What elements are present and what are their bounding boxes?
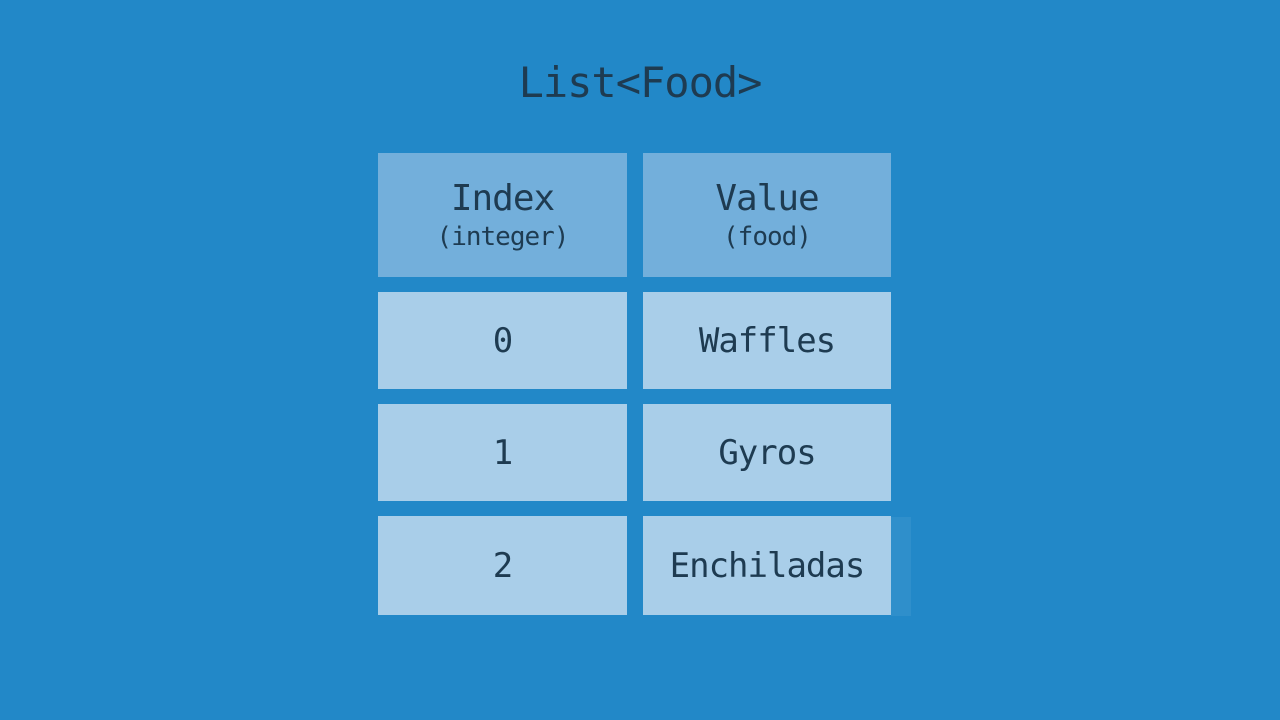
index-value-0: 0 [492, 320, 514, 361]
list-table: Index (integer) Value (food) 0 Waffles 1… [378, 153, 891, 615]
value-header-cell: Value (food) [643, 153, 891, 277]
value-cell-2: Enchiladas [643, 516, 891, 615]
value-header-type: (food) [723, 222, 812, 252]
index-value-2: 2 [492, 545, 514, 586]
index-cell-1: 1 [378, 404, 627, 501]
value-cell-1: Gyros [643, 404, 891, 501]
food-value-0: Waffles [698, 320, 836, 361]
value-header-label: Value [715, 178, 819, 219]
cell-motion-artifact [891, 517, 911, 616]
index-header-label: Index [450, 178, 555, 219]
index-cell-0: 0 [378, 292, 627, 389]
diagram-title: List<Food> [518, 58, 763, 107]
value-cell-0: Waffles [643, 292, 891, 389]
index-cell-2: 2 [378, 516, 627, 615]
food-value-1: Gyros [718, 432, 816, 473]
index-value-1: 1 [492, 432, 514, 473]
index-header-cell: Index (integer) [378, 153, 627, 277]
food-value-2: Enchiladas [669, 545, 866, 586]
index-header-type: (integer) [436, 222, 570, 252]
